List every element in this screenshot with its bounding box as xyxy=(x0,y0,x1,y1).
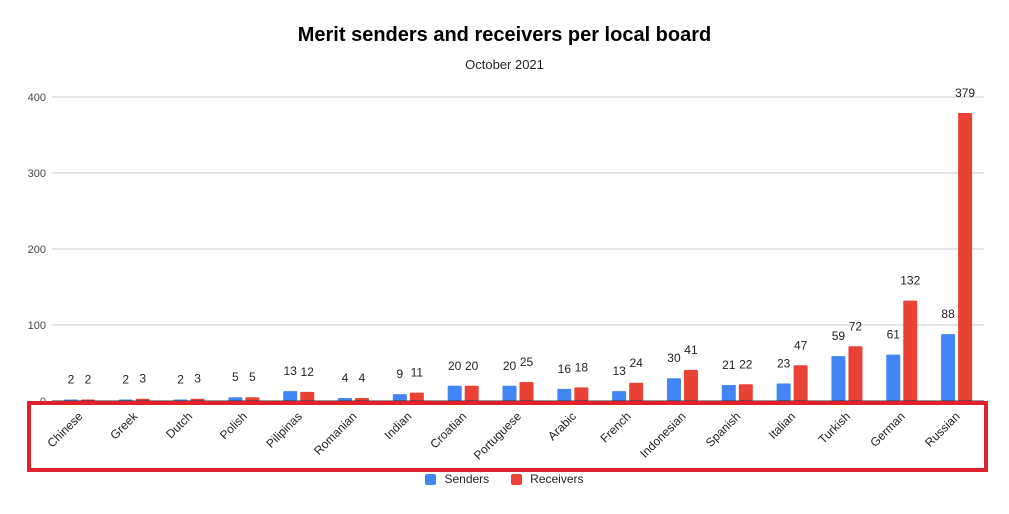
bar-receivers xyxy=(355,397,370,401)
bar-senders xyxy=(721,385,736,401)
bar-receivers xyxy=(683,369,698,401)
data-label: 22 xyxy=(739,357,753,371)
data-label: 41 xyxy=(684,343,698,357)
chart-legend: Senders Receivers xyxy=(0,472,1009,486)
data-label: 379 xyxy=(955,86,975,100)
y-tick-label: 100 xyxy=(28,320,46,332)
y-tick-label: 200 xyxy=(28,244,46,256)
y-tick-label: 300 xyxy=(28,168,46,180)
data-label: 21 xyxy=(722,358,736,372)
data-label: 13 xyxy=(284,364,298,378)
bar-senders xyxy=(228,397,243,401)
bar-senders xyxy=(447,385,462,401)
data-label: 25 xyxy=(520,355,534,369)
bar-receivers xyxy=(793,365,808,401)
bar-senders xyxy=(776,383,791,401)
data-label: 12 xyxy=(301,365,315,379)
bar-senders xyxy=(941,334,956,401)
legend-label-senders: Senders xyxy=(444,472,490,486)
senders-swatch xyxy=(425,473,437,485)
bar-receivers xyxy=(574,387,589,401)
data-label: 88 xyxy=(941,307,955,321)
bar-receivers xyxy=(245,397,260,401)
data-label: 2 xyxy=(122,372,129,386)
data-label: 4 xyxy=(359,371,366,385)
category-labels-highlight-box xyxy=(27,401,988,472)
bar-receivers xyxy=(190,398,205,401)
data-label: 23 xyxy=(777,357,791,371)
bar-receivers xyxy=(300,391,315,401)
receivers-swatch xyxy=(511,473,523,485)
data-label: 20 xyxy=(465,359,479,373)
data-label: 30 xyxy=(667,351,681,365)
data-label: 9 xyxy=(397,367,404,381)
bar-senders xyxy=(831,356,846,401)
data-label: 3 xyxy=(194,372,201,386)
data-label: 47 xyxy=(794,338,808,352)
data-label: 16 xyxy=(558,362,572,376)
bar-receivers xyxy=(464,385,479,401)
data-label: 20 xyxy=(448,359,462,373)
legend-item-senders[interactable]: Senders xyxy=(425,472,489,486)
data-label: 59 xyxy=(832,329,846,343)
data-label: 5 xyxy=(249,370,256,384)
data-label: 2 xyxy=(68,372,75,386)
data-label: 4 xyxy=(342,371,349,385)
bar-senders xyxy=(392,394,407,401)
bar-receivers xyxy=(903,300,918,401)
bar-receivers xyxy=(519,382,534,401)
data-label: 72 xyxy=(849,319,863,333)
bar-senders xyxy=(338,397,353,401)
data-label: 13 xyxy=(612,364,626,378)
bar-receivers xyxy=(409,392,424,401)
data-label: 11 xyxy=(411,366,424,380)
data-label: 132 xyxy=(900,274,920,288)
bar-senders xyxy=(666,378,681,401)
y-tick-label: 400 xyxy=(28,92,46,104)
bar-receivers xyxy=(629,382,644,401)
bar-senders xyxy=(283,391,298,401)
bar-receivers xyxy=(738,384,753,401)
data-label: 61 xyxy=(887,328,901,342)
legend-item-receivers[interactable]: Receivers xyxy=(511,472,584,486)
data-label: 20 xyxy=(503,359,517,373)
data-label: 2 xyxy=(177,372,184,386)
bar-senders xyxy=(502,385,517,401)
bar-senders xyxy=(612,391,627,401)
data-label: 24 xyxy=(629,356,643,370)
chart-title: Merit senders and receivers per local bo… xyxy=(297,24,712,46)
bar-receivers xyxy=(848,346,863,401)
data-label: 2 xyxy=(85,372,92,386)
chart-subtitle: October 2021 xyxy=(465,57,544,72)
bar-receivers xyxy=(135,398,150,401)
bar-receivers xyxy=(958,112,973,402)
bar-senders xyxy=(557,388,572,401)
legend-label-receivers: Receivers xyxy=(530,472,584,486)
bar-senders xyxy=(886,354,901,401)
data-label: 3 xyxy=(139,372,146,386)
data-label: 5 xyxy=(232,370,239,384)
data-label: 18 xyxy=(575,360,589,374)
